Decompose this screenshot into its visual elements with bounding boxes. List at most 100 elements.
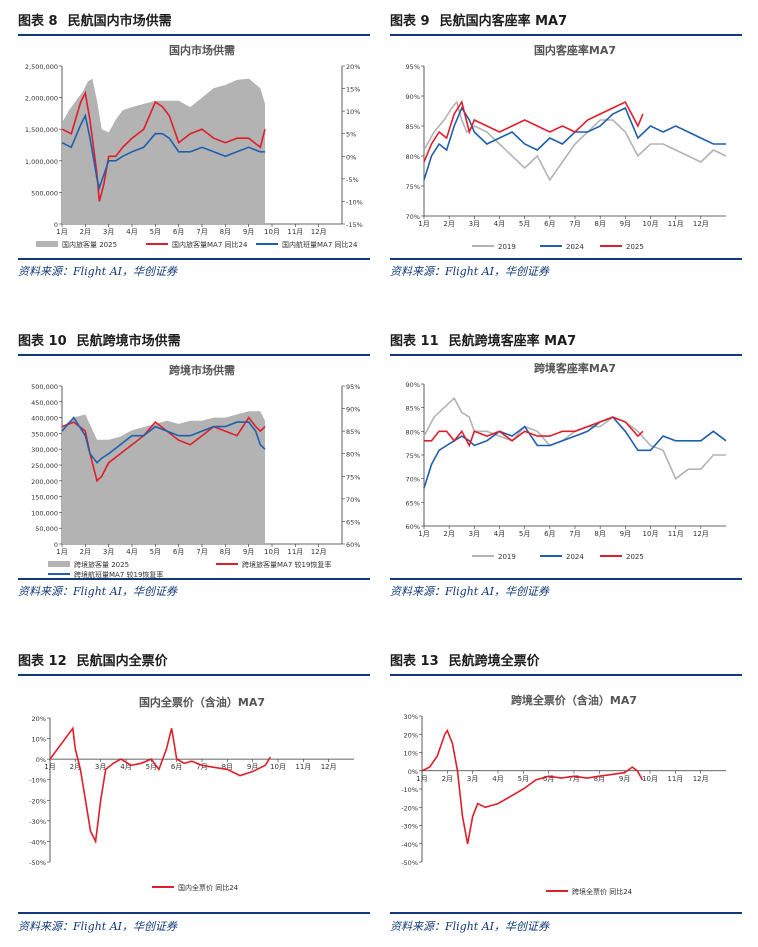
x-tick-label: 4月: [494, 530, 505, 538]
x-tick-label: 2月: [70, 763, 81, 771]
y-tick-label: 0%: [408, 768, 418, 776]
y-tick-label: 100,000: [31, 509, 58, 517]
figure-8-heading: 图表 8 民航国内市场供需: [18, 10, 370, 32]
source-note: 资料来源：Flight AI，华创证券: [18, 265, 177, 278]
x-tick-label: 4月: [494, 220, 505, 228]
source-note: 资料来源：Flight AI，华创证券: [390, 585, 549, 598]
y-tick-label: 200,000: [31, 478, 58, 486]
legend-label: 2025: [626, 243, 644, 251]
x-tick-label: 2月: [443, 220, 454, 228]
x-tick-label: 12月: [311, 548, 327, 556]
x-tick-label: 11月: [295, 763, 311, 771]
chart-crossborder-load-factor: 跨境客座率MA7 90% 85% 80% 75% 70% 65% 60%1月 2月 3月 4月 5月 6…: [406, 361, 727, 561]
legend-label: 跨境全票价 同比24: [572, 887, 633, 896]
chart-domestic-fare: 国内全票价（含油）MA7 20% 10% 0% -10% -20% -30% -40% -50%…: [29, 695, 354, 892]
legend-label: 国内旅客量MA7 同比24: [172, 240, 248, 249]
x-tick-label: 2月: [442, 775, 453, 783]
x-tick-label: 7月: [196, 763, 207, 771]
chart-crossborder-supply-demand: 跨境市场供需 500,000 450,000 400,000 350,000 300,00…: [31, 363, 360, 579]
y-tick-label: 85%: [406, 123, 420, 131]
chart-title: 国内全票价（含油）MA7: [139, 695, 265, 709]
x-tick-label: 7月: [569, 530, 580, 538]
x-tick-label: 3月: [467, 775, 478, 783]
x-tick-label: 12月: [311, 228, 327, 236]
y-right-tick-label: 15%: [346, 86, 360, 94]
y-right-tick-label: 5%: [346, 131, 356, 139]
x-tick-label: 1月: [44, 763, 55, 771]
chart-domestic-supply-demand: 国内市场供需 2,500,000 2,000,000 1,500,000 1,000,0…: [25, 43, 363, 249]
y-right-tick-label: -15%: [346, 221, 363, 229]
y-tick-label: 85%: [406, 405, 420, 413]
x-tick-label: 10月: [264, 228, 280, 236]
figure-title: 民航国内全票价: [76, 654, 168, 669]
title-rule: [18, 674, 370, 676]
x-tick-label: 9月: [620, 530, 631, 538]
chart-title: 跨境市场供需: [169, 363, 235, 377]
figure-number: 图表 8: [18, 14, 58, 29]
y-tick-label: 95%: [406, 63, 420, 71]
legend-swatch: [48, 561, 70, 567]
x-tick-label: 5月: [146, 763, 157, 771]
legend-label: 2024: [566, 553, 584, 561]
x-tick-label: 4月: [492, 775, 503, 783]
chart-crossborder-fare: 跨境全票价（含油）MA7 30% 20% 10% 0% -10% -20% -30% -40% -…: [401, 693, 726, 896]
legend-label: 2024: [566, 243, 584, 251]
y-tick-label: -50%: [401, 859, 418, 867]
y-tick-label: 80%: [406, 153, 420, 161]
source-rule: [390, 912, 742, 914]
legend-label: 2019: [498, 553, 516, 561]
line-series-2025: [424, 416, 644, 448]
line-series-国内全票价 同比24: [49, 726, 272, 845]
x-tick-label: 3月: [103, 548, 114, 556]
figure-12-panel: 图表 12 民航国内全票价 国内全票价（含油）MA7 20% 10% 0% -10% -20…: [18, 650, 370, 940]
x-tick-label: 5月: [150, 548, 161, 556]
x-tick-label: 12月: [321, 763, 337, 771]
x-tick-label: 9月: [619, 775, 630, 783]
x-tick-label: 6月: [543, 775, 554, 783]
y-tick-label: 90%: [406, 381, 420, 389]
x-tick-label: 11月: [667, 775, 683, 783]
y-tick-label: 60%: [406, 523, 420, 531]
figure-number: 图表 12: [18, 654, 67, 669]
figure-13-heading: 图表 13 民航跨境全票价: [390, 650, 742, 672]
y-right-tick-label: -5%: [346, 176, 359, 184]
y-tick-label: 75%: [406, 183, 420, 191]
y-tick-label: 0: [54, 221, 58, 229]
y-tick-label: -20%: [401, 804, 418, 812]
legend-label: 跨境旅客量 2025: [74, 560, 129, 569]
chart-title: 国内客座率MA7: [534, 43, 616, 57]
x-tick-label: 5月: [519, 530, 530, 538]
line-series-跨境旅客量MA7 较19恢复率: [61, 416, 266, 483]
y-right-tick-label: 60%: [346, 541, 360, 549]
x-tick-label: 1月: [418, 530, 429, 538]
y-tick-label: 80%: [406, 428, 420, 436]
line-series-2019: [423, 396, 726, 480]
legend-label: 跨境旅客量MA7 较19恢复率: [242, 560, 331, 569]
x-tick-label: 10月: [643, 530, 659, 538]
x-tick-label: 3月: [95, 763, 106, 771]
x-tick-label: 6月: [173, 548, 184, 556]
y-tick-label: 250,000: [31, 462, 58, 470]
y-right-tick-label: 20%: [346, 63, 360, 71]
line-series-跨境航班量MA7 较19恢复率: [61, 416, 266, 464]
x-tick-label: 12月: [693, 220, 709, 228]
x-tick-label: 9月: [243, 548, 254, 556]
x-tick-label: 1月: [56, 228, 67, 236]
line-series-跨境全票价 同比24: [421, 728, 644, 844]
source-rule: [18, 258, 370, 260]
x-tick-label: 9月: [243, 228, 254, 236]
x-tick-label: 8月: [220, 548, 231, 556]
x-tick-label: 2月: [80, 228, 91, 236]
x-tick-label: 7月: [568, 775, 579, 783]
area-series-国内旅客量 2025: [62, 78, 265, 224]
y-tick-label: -40%: [29, 838, 46, 846]
y-tick-label: 0: [54, 541, 58, 549]
y-tick-label: -10%: [29, 777, 46, 785]
legend-label: 跨境航班量MA7 较19恢复率: [74, 570, 163, 579]
x-tick-label: 4月: [120, 763, 131, 771]
chart-title: 跨境客座率MA7: [534, 361, 616, 375]
figure-13-panel: 图表 13 民航跨境全票价 跨境全票价（含油）MA7 30% 20% 10% 0% -10%…: [390, 650, 742, 940]
y-tick-label: 20%: [404, 731, 418, 739]
x-tick-label: 2月: [443, 530, 454, 538]
figure-10-heading: 图表 10 民航跨境市场供需: [18, 330, 370, 352]
